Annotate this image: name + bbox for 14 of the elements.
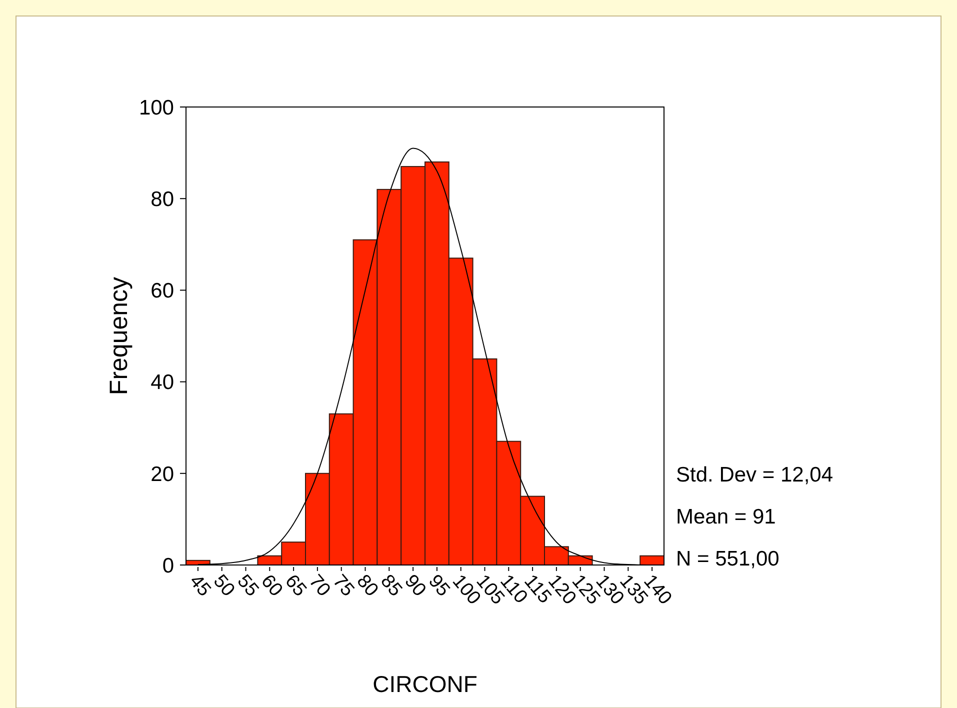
y-tick-label: 0	[162, 554, 174, 578]
y-tick-label: 20	[150, 462, 174, 486]
text: Std. Dev = 12,04	[676, 463, 834, 486]
x-tick-label: 95	[424, 570, 454, 601]
y-tick-label: 100	[138, 96, 174, 120]
y-tick-label: 40	[150, 371, 174, 394]
y-tick-label: 80	[150, 188, 174, 211]
text: Mean = 91	[676, 505, 776, 528]
x-tick-label: 45	[185, 570, 215, 601]
text: N = 551,00	[676, 547, 780, 570]
y-axis-title: Frequency	[105, 276, 133, 396]
y-tick-label: 60	[150, 280, 174, 303]
x-tick-label: 65	[280, 570, 310, 601]
x-axis-title: CIRCONF	[372, 671, 478, 697]
